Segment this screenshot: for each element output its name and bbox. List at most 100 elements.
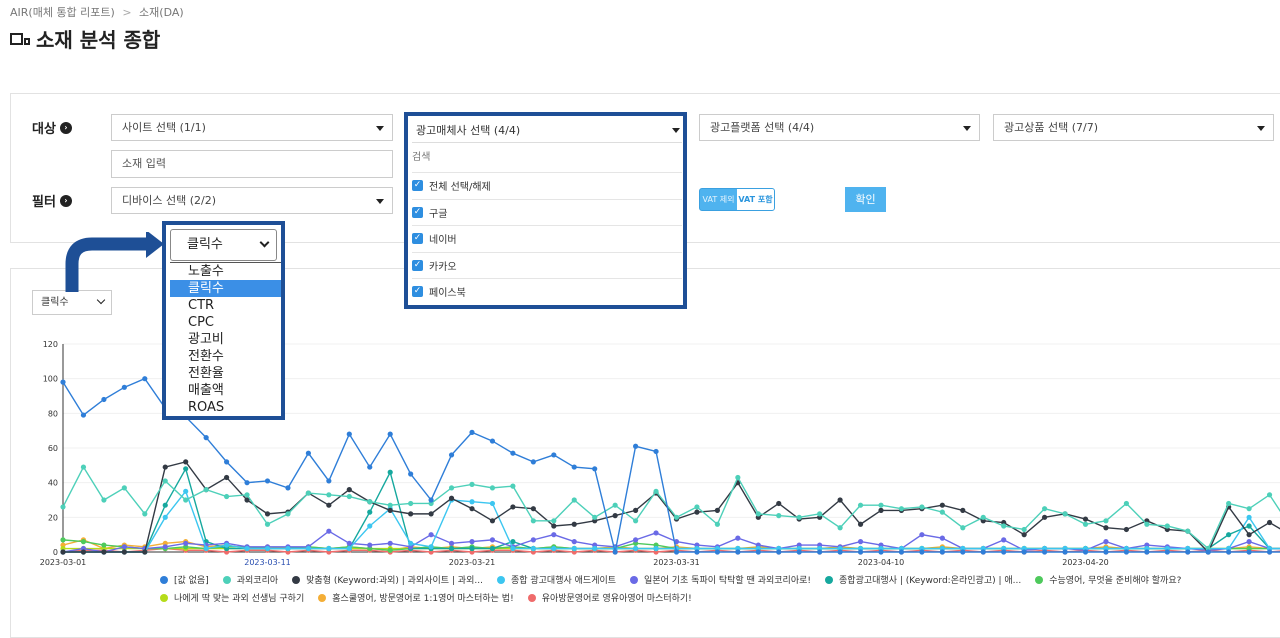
data-point[interactable] (80, 539, 87, 545)
data-point[interactable] (571, 521, 577, 527)
data-point[interactable] (919, 504, 925, 510)
data-point[interactable] (142, 376, 148, 382)
data-point[interactable] (244, 480, 250, 486)
data-point[interactable] (735, 474, 741, 481)
confirm-button[interactable]: 확인 (845, 187, 886, 212)
data-point[interactable] (1144, 549, 1150, 555)
data-point[interactable] (469, 545, 475, 552)
data-point[interactable] (530, 506, 536, 512)
checkbox-checked-icon[interactable]: ✓ (412, 259, 423, 271)
data-point[interactable] (203, 487, 209, 493)
data-point[interactable] (203, 435, 209, 441)
data-point[interactable] (387, 502, 393, 508)
data-point[interactable] (101, 542, 107, 548)
data-point[interactable] (1103, 539, 1109, 545)
data-point[interactable] (837, 549, 843, 555)
legend-item[interactable]: 유아방문영어로 영유아영어 마스터하기! (527, 591, 692, 604)
data-point[interactable] (469, 429, 475, 435)
data-point[interactable] (1082, 549, 1089, 555)
data-point[interactable] (694, 509, 700, 515)
data-point[interactable] (837, 497, 843, 503)
data-point[interactable] (285, 511, 291, 517)
legend-item[interactable]: 맞춤형 (Keyword:과외) | 과외사이트 | 과외... (292, 573, 483, 586)
data-point[interactable] (939, 535, 945, 541)
data-point[interactable] (530, 518, 536, 524)
site-select[interactable]: 사이트 선택 (1/1) (111, 114, 393, 141)
data-point[interactable] (960, 525, 966, 531)
data-point[interactable] (612, 549, 618, 555)
data-point[interactable] (1042, 514, 1048, 520)
metric-option[interactable]: 전환수 (188, 349, 224, 364)
data-point[interactable] (428, 497, 434, 503)
data-point[interactable] (1082, 516, 1089, 522)
data-point[interactable] (101, 396, 107, 403)
legend-item[interactable]: 종합광고대행사 | (Keyword:온라인광고) | 애... (825, 573, 1021, 586)
data-point[interactable] (183, 466, 189, 472)
checkbox-checked-icon[interactable]: ✓ (412, 233, 423, 244)
vat-toggle[interactable]: VAT 제외 VAT 포함 (699, 188, 775, 211)
data-point[interactable] (162, 514, 168, 520)
data-point[interactable] (1246, 506, 1252, 512)
data-point[interactable] (653, 448, 659, 455)
data-point[interactable] (224, 542, 230, 548)
data-point[interactable] (1266, 519, 1273, 526)
data-point[interactable] (60, 379, 66, 385)
data-point[interactable] (1226, 500, 1232, 507)
data-point[interactable] (653, 530, 659, 536)
data-point[interactable] (653, 545, 659, 552)
data-point[interactable] (1103, 549, 1109, 555)
data-point[interactable] (346, 493, 352, 500)
data-point[interactable] (162, 544, 168, 550)
data-point[interactable] (694, 549, 700, 555)
metric-select[interactable]: 클릭수 (170, 229, 277, 261)
data-point[interactable] (285, 485, 291, 491)
data-point[interactable] (694, 504, 700, 510)
data-point[interactable] (121, 485, 127, 491)
data-point[interactable] (612, 513, 618, 519)
data-point[interactable] (244, 492, 250, 498)
data-point[interactable] (326, 502, 332, 508)
data-point[interactable] (183, 488, 189, 494)
data-point[interactable] (510, 450, 516, 456)
data-point[interactable] (1246, 523, 1252, 529)
data-point[interactable] (1246, 549, 1252, 555)
data-point[interactable] (326, 478, 332, 484)
data-point[interactable] (980, 514, 986, 520)
data-point[interactable] (878, 549, 884, 555)
data-point[interactable] (387, 507, 393, 513)
data-point[interactable] (551, 545, 557, 552)
data-point[interactable] (1001, 537, 1007, 543)
data-point[interactable] (612, 502, 618, 508)
data-point[interactable] (510, 504, 516, 510)
data-point[interactable] (755, 549, 761, 555)
data-point[interactable] (673, 549, 680, 555)
data-point[interactable] (776, 513, 782, 519)
data-point[interactable] (960, 507, 966, 513)
metric-option[interactable]: CPC (188, 315, 214, 330)
data-point[interactable] (1123, 549, 1129, 555)
data-point[interactable] (1144, 521, 1150, 527)
data-point[interactable] (571, 539, 577, 545)
data-point[interactable] (80, 549, 87, 555)
data-point[interactable] (714, 521, 721, 527)
data-point[interactable] (1042, 549, 1048, 555)
data-point[interactable] (1246, 514, 1252, 520)
data-point[interactable] (592, 514, 598, 520)
data-point[interactable] (714, 549, 721, 555)
data-point[interactable] (1062, 511, 1068, 517)
data-point[interactable] (633, 443, 639, 449)
data-point[interactable] (101, 549, 107, 555)
vat-include-option[interactable]: VAT 포함 (737, 189, 774, 210)
data-point[interactable] (592, 466, 598, 472)
data-point[interactable] (714, 507, 721, 513)
data-point[interactable] (755, 511, 761, 517)
data-point[interactable] (653, 488, 659, 494)
checkbox-checked-icon[interactable]: ✓ (412, 206, 423, 218)
data-point[interactable] (796, 514, 802, 520)
creative-input[interactable]: 소재 입력 (111, 150, 393, 178)
data-point[interactable] (1164, 523, 1170, 529)
data-point[interactable] (857, 549, 864, 555)
data-point[interactable] (857, 539, 864, 545)
data-point[interactable] (162, 464, 168, 470)
data-point[interactable] (264, 521, 271, 527)
